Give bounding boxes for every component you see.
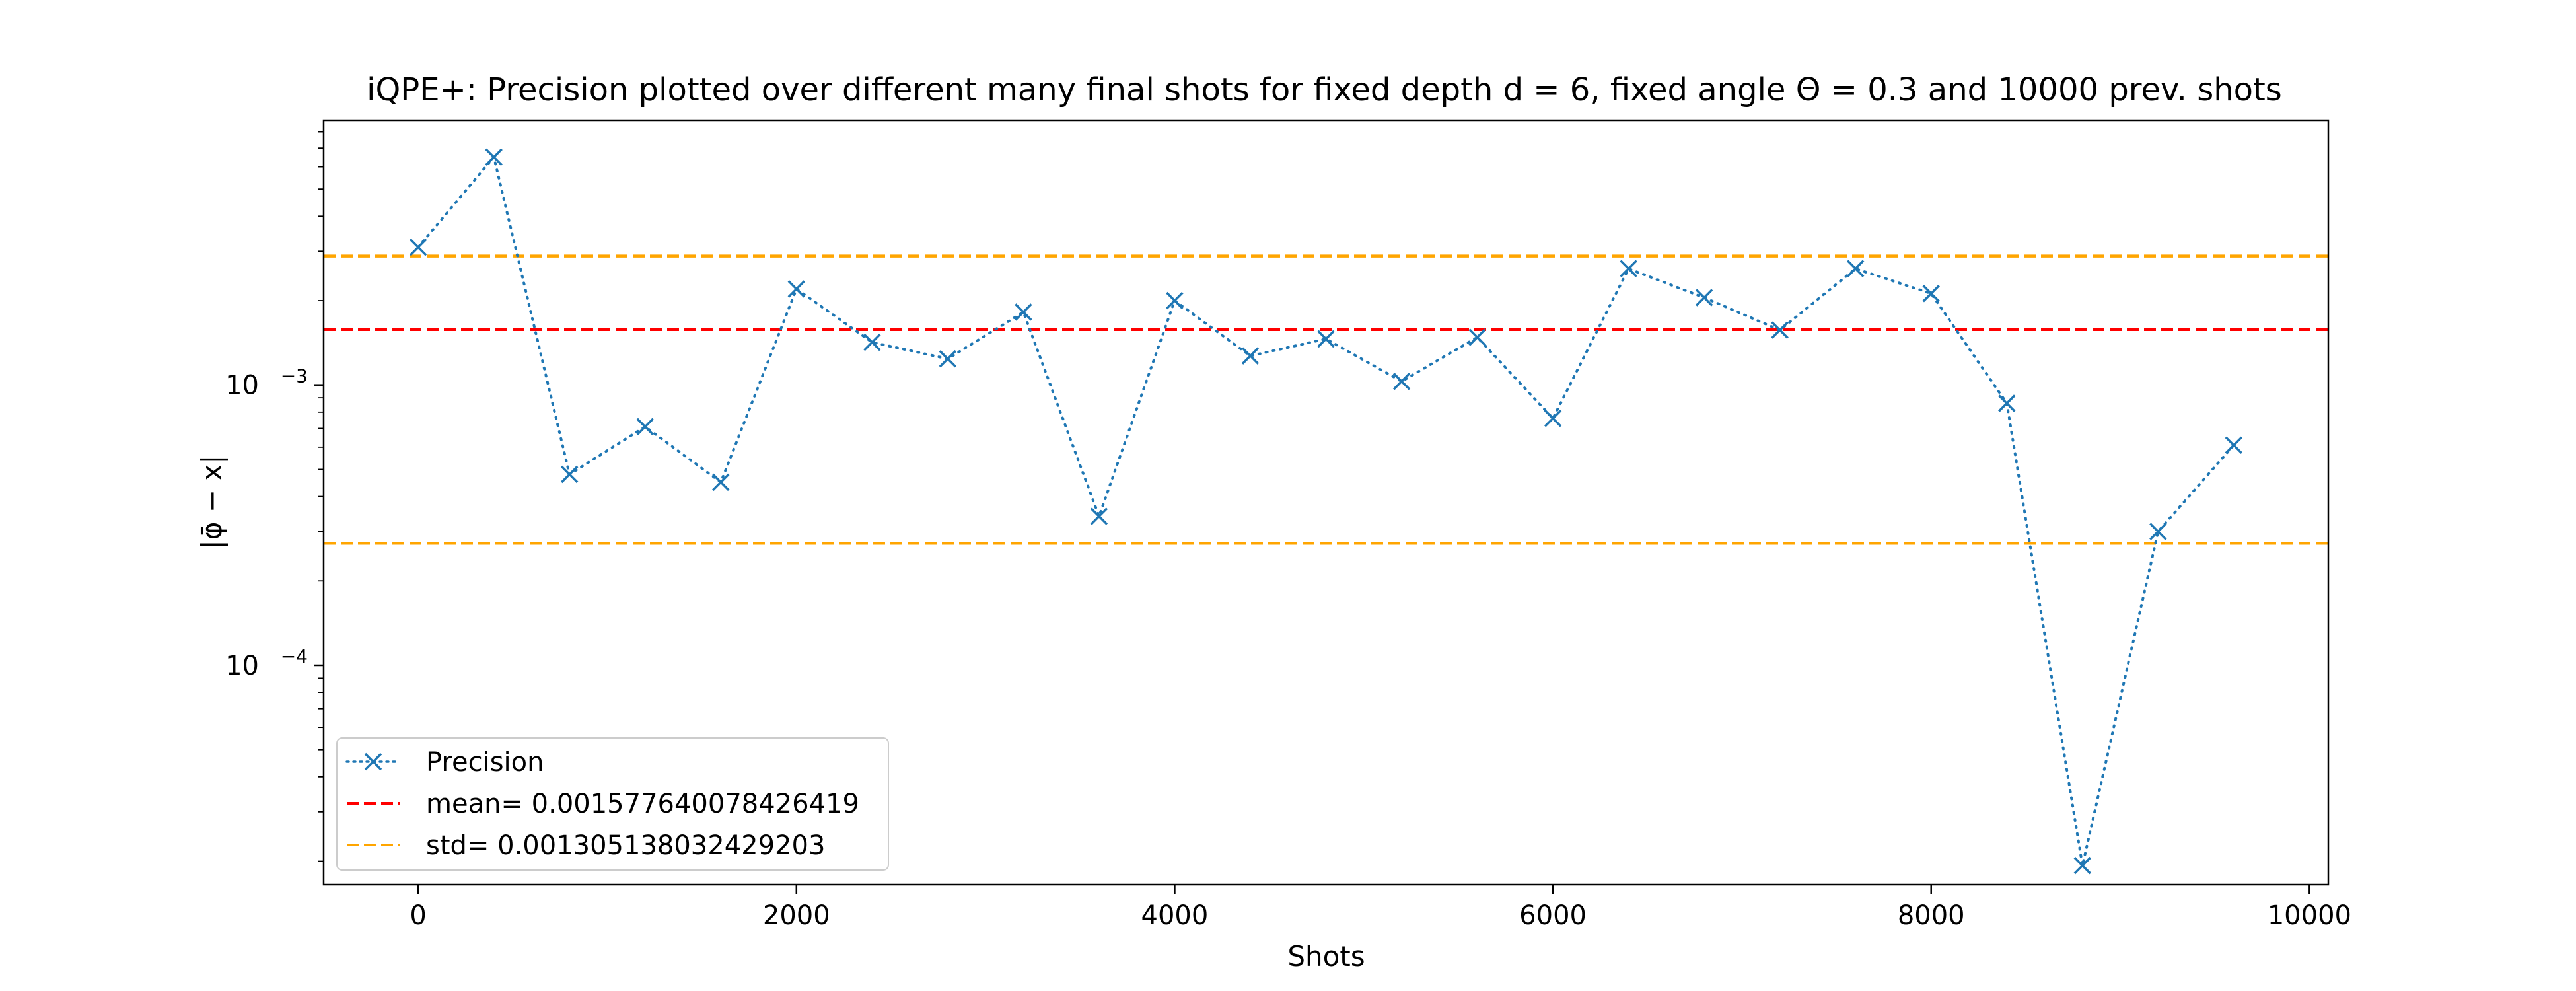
data-point: [636, 418, 654, 436]
data-point: [409, 239, 427, 256]
data-point: [1544, 410, 1562, 427]
y-axis-ticks: 10 −4 10 −3: [225, 131, 324, 862]
data-point: [1241, 347, 1260, 365]
chart-title: iQPE+: Precision plotted over different …: [367, 71, 2282, 108]
data-point: [1468, 328, 1486, 346]
legend: Precision mean= 0.001577640078426419 std…: [336, 737, 889, 871]
data-point: [1695, 289, 1713, 307]
y-tick-label-base: 10: [225, 651, 259, 681]
legend-precision-marker: [364, 752, 382, 771]
data-point: [1392, 373, 1411, 390]
data-point: [2073, 856, 2092, 875]
y-tick-label-base: 10: [225, 371, 259, 401]
legend-label-mean: mean= 0.001577640078426419: [426, 789, 859, 819]
legend-label-std: std= 0.001305138032429203: [426, 830, 825, 861]
x-tick-label: 0: [410, 900, 426, 931]
x-tick-label: 4000: [1141, 900, 1209, 931]
data-point: [939, 349, 957, 368]
data-point: [712, 473, 730, 492]
data-point: [485, 148, 503, 166]
data-point: [1922, 285, 1940, 303]
x-tick-label: 8000: [1898, 900, 1965, 931]
reference-lines: [324, 254, 2328, 545]
legend-box: [336, 737, 889, 871]
x-tick-label: 6000: [1519, 900, 1587, 931]
data-point: [1998, 394, 2016, 412]
y-tick-label-exponent: −3: [281, 365, 308, 387]
data-point: [2225, 436, 2243, 455]
data-point: [1166, 291, 1184, 310]
data-point: [863, 333, 881, 351]
x-axis-label: Shots: [1287, 940, 1365, 973]
data-point: [1620, 260, 1637, 277]
data-point: [1015, 303, 1032, 321]
x-tick-label: 2000: [763, 900, 830, 931]
data-point: [787, 280, 806, 298]
data-point: [2149, 523, 2167, 540]
y-tick-label-exponent: −4: [281, 645, 308, 667]
data-point: [1846, 260, 1865, 277]
data-point: [560, 465, 579, 484]
legend-label-precision: Precision: [426, 747, 544, 778]
y-tick-label: 10: [225, 651, 259, 681]
y-axis-label: |φ̄ − x|: [196, 455, 228, 550]
data-point: [1090, 507, 1108, 525]
x-tick-label: 10000: [2268, 900, 2351, 931]
data-series: [409, 148, 2243, 875]
data-point: [1317, 330, 1335, 348]
plot-frame: [322, 119, 2330, 886]
y-tick-label: 10: [225, 371, 259, 401]
data-point: [1771, 321, 1789, 339]
x-axis-ticks: 0 2000 4000 6000 8000 10000: [410, 885, 2351, 931]
